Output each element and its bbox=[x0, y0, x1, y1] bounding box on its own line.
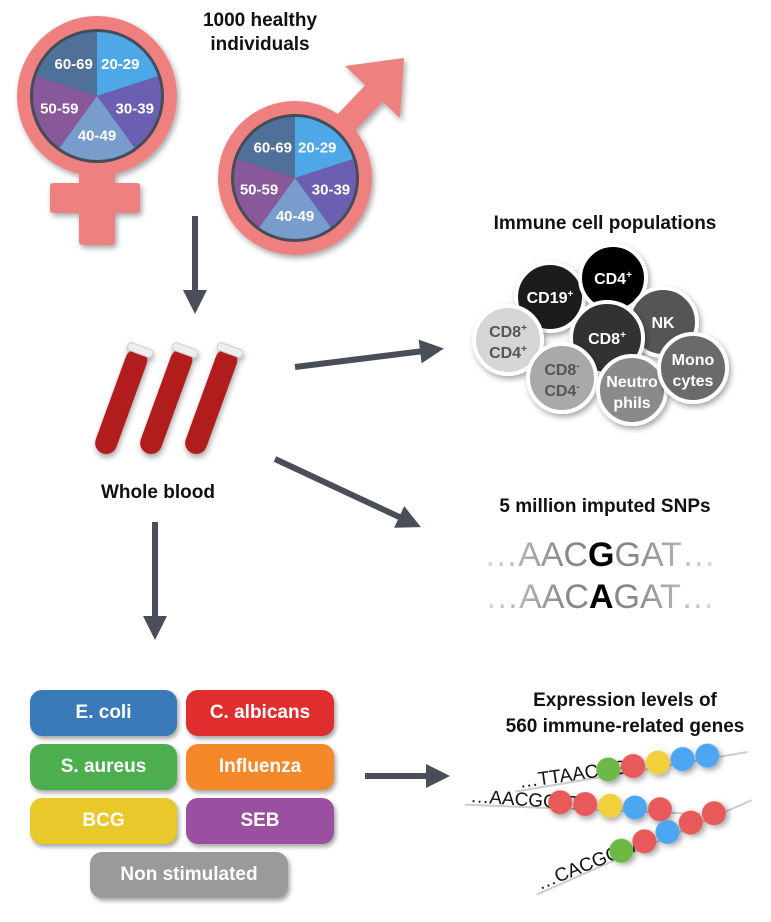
expression-bead bbox=[647, 797, 672, 822]
expression-bead bbox=[548, 790, 573, 815]
pie-slice-50-59 bbox=[32, 76, 97, 148]
expression-bead bbox=[623, 795, 648, 820]
age-label: 60-69 bbox=[54, 56, 92, 73]
expression-bead bbox=[573, 792, 598, 817]
age-label: 20-29 bbox=[101, 56, 139, 73]
snps-title: 5 million imputed SNPs bbox=[499, 496, 710, 517]
pie-slice-50-59 bbox=[234, 159, 295, 228]
stimulus-seb: SEB bbox=[186, 798, 334, 844]
age-label: 60-69 bbox=[254, 139, 292, 156]
svg-text:CD4+: CD4+ bbox=[594, 270, 632, 288]
snp-seq-1: …AACGGAT… bbox=[484, 536, 716, 574]
stimulus-non-stimulated: Non stimulated bbox=[90, 852, 288, 898]
pie-slice-30-39 bbox=[97, 76, 162, 148]
age-label: 30-39 bbox=[116, 100, 154, 117]
expression-bead bbox=[596, 757, 621, 782]
svg-text:CD8+: CD8+ bbox=[489, 323, 527, 341]
cell-monocytes: Mono cytes bbox=[657, 332, 729, 404]
expression-bead bbox=[678, 810, 703, 835]
svg-text:CD8-: CD8- bbox=[544, 361, 579, 379]
age-label: 20-29 bbox=[298, 139, 336, 156]
age-label: 50-59 bbox=[240, 182, 278, 199]
expression-bead bbox=[621, 754, 646, 779]
expression-strands: …TTAACGG…AACGGAT …CACGCAA bbox=[464, 743, 753, 896]
pie-slice-30-39 bbox=[295, 159, 356, 228]
stimulus-e-coli: E. coli bbox=[30, 690, 177, 736]
cell-cd8cd4: CD8+ CD4+ bbox=[472, 304, 544, 376]
svg-text:Neutro: Neutro bbox=[606, 374, 658, 391]
strand-sequence: …CACGCAA bbox=[534, 833, 647, 895]
expression-bead bbox=[598, 793, 623, 818]
svg-text:cytes: cytes bbox=[673, 373, 714, 390]
stimulus-influenza: Influenza bbox=[186, 744, 334, 790]
pie-slice-20-29 bbox=[97, 32, 158, 96]
svg-text:phils: phils bbox=[613, 395, 650, 412]
svg-text:NK: NK bbox=[651, 315, 675, 332]
immune-cells: CD19+ CD4+ NK CD8+ CD8+ CD4+ CD8- CD4- Neutro phi… bbox=[472, 243, 729, 426]
expression-bead bbox=[701, 801, 726, 826]
stimulus-s-aureus: S. aureus bbox=[30, 744, 177, 790]
age-label: 40-49 bbox=[78, 128, 116, 145]
male-age-pie: 20-29 30-39 40-49 50-59 60-69 bbox=[231, 114, 359, 242]
expression-bead bbox=[632, 829, 657, 854]
pie-slice-20-29 bbox=[295, 117, 354, 178]
pie-slice-60-69 bbox=[36, 32, 97, 96]
pie-slice-40-49 bbox=[59, 96, 135, 160]
title-line1: 1000 healthy bbox=[203, 10, 317, 31]
arrow-to-snps bbox=[273, 456, 421, 528]
pie-slice-60-69 bbox=[236, 116, 295, 178]
svg-text:CD8+: CD8+ bbox=[588, 330, 626, 348]
expression-bead bbox=[695, 743, 720, 768]
whole-blood-label: Whole blood bbox=[101, 482, 215, 503]
expression-bead bbox=[609, 838, 634, 863]
stimulus-bcg: BCG bbox=[30, 798, 177, 844]
svg-text:CD19+: CD19+ bbox=[527, 289, 574, 307]
immune-title: Immune cell populations bbox=[494, 213, 717, 234]
svg-text:CD4+: CD4+ bbox=[489, 344, 527, 362]
pie-slice-40-49 bbox=[259, 178, 331, 239]
age-label: 30-39 bbox=[312, 182, 350, 199]
expression-bead bbox=[655, 819, 680, 844]
arrows bbox=[143, 216, 450, 788]
age-label: 40-49 bbox=[276, 208, 314, 225]
expression-bead bbox=[645, 750, 670, 775]
expression-title-2: 560 immune-related genes bbox=[506, 716, 745, 737]
expression-title-1: Expression levels of bbox=[533, 690, 717, 711]
svg-text:CD4-: CD4- bbox=[544, 382, 579, 400]
stimulus-c-albicans: C. albicans bbox=[186, 690, 334, 736]
blood-tubes-icon bbox=[95, 342, 244, 455]
expression-strand: …AACGGAT bbox=[464, 786, 700, 822]
snp-seq-2: …AACAGAT… bbox=[485, 578, 715, 616]
svg-text:Mono: Mono bbox=[672, 352, 715, 369]
cell-cd8cd4: CD8- CD4- bbox=[526, 342, 598, 414]
expression-strand: …TTAACGG bbox=[515, 743, 748, 793]
cell-neutrophils: Neutro phils bbox=[596, 354, 668, 426]
arrow-to-cells bbox=[294, 339, 444, 370]
expression-bead bbox=[670, 747, 695, 772]
age-label: 50-59 bbox=[40, 100, 78, 117]
title-line2: individuals bbox=[210, 34, 309, 55]
